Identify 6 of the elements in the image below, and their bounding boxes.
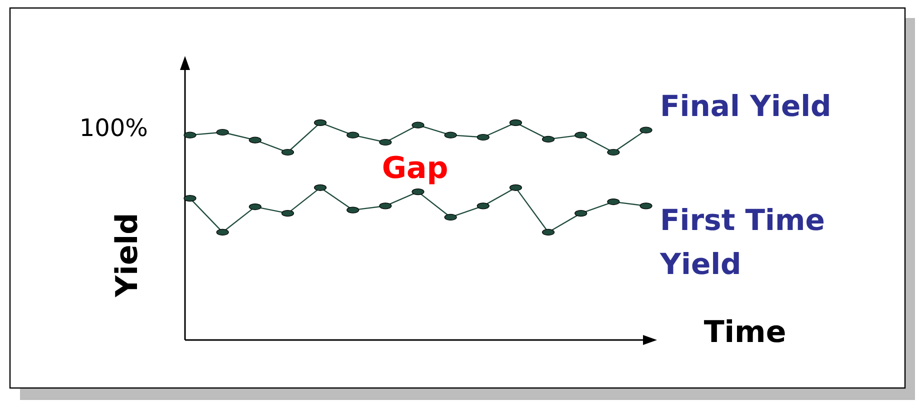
text: 100% bbox=[79, 114, 148, 142]
y-axis-title: Yield bbox=[110, 212, 145, 298]
annotation: Gap bbox=[382, 151, 448, 186]
series-label: Final Yield bbox=[660, 88, 832, 123]
x-axis-title: Time bbox=[704, 315, 786, 350]
series-label: First Time Yield bbox=[659, 202, 825, 281]
